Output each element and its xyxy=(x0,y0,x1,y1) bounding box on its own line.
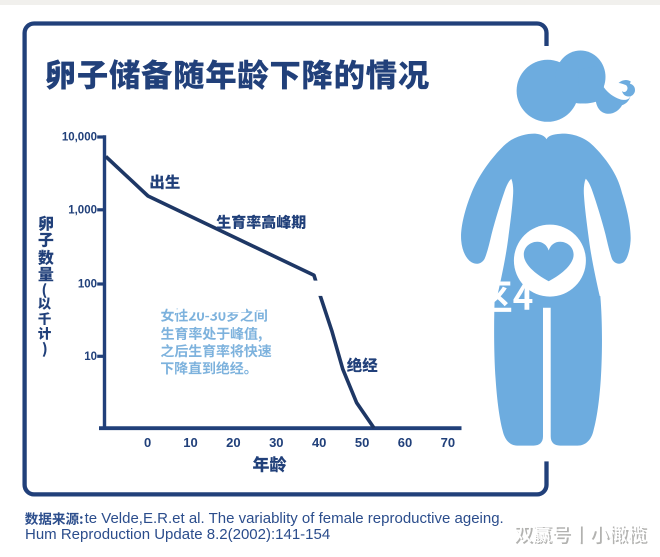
svg-text:60: 60 xyxy=(398,435,412,450)
svg-text:Hum Reproduction Update 8.2(20: Hum Reproduction Update 8.2(2002):141-15… xyxy=(25,526,330,543)
svg-text:0: 0 xyxy=(144,435,151,450)
svg-text:30: 30 xyxy=(269,435,283,450)
svg-text:50: 50 xyxy=(355,435,369,450)
svg-text:40: 40 xyxy=(312,435,326,450)
svg-text:100: 100 xyxy=(78,279,97,291)
svg-text:1,000: 1,000 xyxy=(68,204,97,216)
svg-text:10,000: 10,000 xyxy=(62,132,97,144)
svg-text:10: 10 xyxy=(84,351,97,363)
svg-text:10: 10 xyxy=(183,435,197,450)
svg-text:20: 20 xyxy=(226,435,240,450)
svg-text:70: 70 xyxy=(441,435,455,450)
svg-text:te Velde,E.R.et al. The variab: te Velde,E.R.et al. The variablity of fe… xyxy=(85,510,504,527)
